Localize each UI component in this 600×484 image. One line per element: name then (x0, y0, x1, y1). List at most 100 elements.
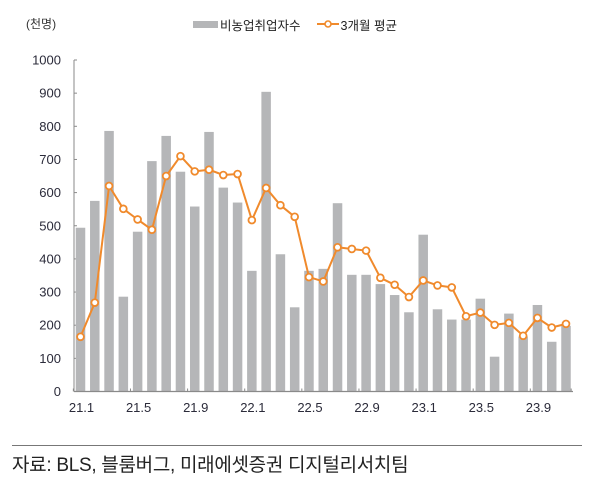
bar (118, 296, 129, 392)
bar (218, 187, 229, 392)
x-tick-label: 23.9 (526, 400, 551, 415)
line-marker (376, 273, 385, 283)
y-tick-label: 1000 (32, 53, 61, 68)
y-tick-label: 900 (39, 86, 61, 101)
line-marker (533, 313, 542, 323)
line-marker (290, 212, 299, 222)
line-marker (476, 308, 485, 317)
line-marker (504, 318, 514, 328)
bar (275, 254, 286, 392)
y-tick-label: 400 (39, 251, 61, 266)
line-marker (218, 170, 228, 180)
line-marker (161, 171, 171, 181)
bar (447, 319, 457, 392)
bar (461, 319, 471, 392)
bar (418, 234, 428, 392)
x-tick-label: 22.9 (354, 400, 379, 415)
line-marker (561, 319, 571, 329)
legend-bar-label: 비농업취업자수 (220, 18, 301, 33)
bar (318, 268, 328, 392)
x-tick-label: 22.1 (240, 400, 265, 415)
x-tick-label: 21.1 (69, 400, 94, 415)
bar (389, 295, 400, 392)
bar (232, 202, 243, 392)
footer-divider (12, 445, 582, 446)
bar (489, 356, 500, 392)
x-tick-label: 22.5 (297, 400, 322, 415)
line-marker (147, 225, 157, 235)
y-tick-label: 300 (39, 285, 61, 300)
bar (132, 231, 143, 392)
y-tick-label: 800 (39, 119, 61, 134)
line-marker (404, 292, 414, 302)
chart-legend: 비농업취업자수 3개월 평균 (193, 14, 413, 34)
y-tick-label: 600 (39, 185, 61, 200)
bar (532, 304, 543, 392)
source-note: 자료: BLS, 블룸버그, 미래에셋증권 디지털리서치팀 (12, 455, 409, 476)
line-marker (518, 331, 528, 341)
bar (204, 131, 214, 392)
line-marker (76, 332, 85, 342)
line-marker (190, 167, 200, 176)
y-tick-label: 0 (54, 384, 61, 399)
bar (75, 227, 86, 392)
line-marker (233, 169, 242, 179)
bar (161, 135, 171, 392)
line-marker (547, 323, 557, 332)
bar-swatch-icon (193, 20, 218, 28)
line-marker (490, 320, 499, 330)
line-marker (104, 181, 114, 191)
line-marker (90, 298, 100, 307)
line-marker (261, 183, 271, 193)
line-marker (433, 281, 442, 290)
line-marker (347, 244, 357, 254)
x-tick-label: 23.5 (469, 400, 494, 415)
bar (361, 274, 371, 392)
y-axis-unit-label: (천명) (26, 17, 57, 31)
bar (518, 336, 528, 392)
line-marker (461, 311, 471, 321)
bar (175, 171, 186, 392)
line-marker (333, 242, 342, 252)
y-tick-label: 700 (39, 152, 61, 167)
bar (432, 309, 443, 392)
bar (561, 325, 571, 392)
bar (404, 312, 414, 392)
line-marker (361, 246, 371, 255)
line-marker (304, 272, 314, 282)
bar (504, 313, 514, 392)
line-marker (119, 204, 128, 214)
bar (347, 274, 357, 392)
line-marker (276, 200, 285, 210)
bar (247, 270, 257, 392)
bar-line-chart: 0 100 200 300 400 500 600 700 800 900 1000 21.1 21.5… (32, 53, 573, 415)
line-marker (447, 283, 457, 292)
line-marker (176, 151, 185, 161)
y-tick-label: 500 (39, 218, 61, 233)
bar (189, 206, 200, 392)
x-tick-label: 21.5 (126, 400, 151, 415)
legend-item-line: 3개월 평균 (316, 15, 397, 34)
bar (546, 341, 557, 392)
line-marker (133, 215, 142, 224)
bar (475, 298, 486, 392)
line-marker-swatch-icon (316, 20, 339, 28)
line-marker (247, 215, 257, 225)
x-tick-label: 21.9 (183, 400, 208, 415)
legend-item-bar: 비농업취업자수 (193, 15, 301, 34)
bar (304, 270, 314, 392)
line-marker (418, 276, 428, 285)
bar (104, 130, 114, 392)
bar (261, 91, 271, 392)
x-tick-label: 23.1 (412, 400, 437, 415)
legend-line-label: 3개월 평균 (340, 18, 397, 33)
line-marker (390, 280, 399, 290)
line-marker (318, 277, 328, 286)
y-tick-label: 200 (39, 318, 61, 333)
bar (147, 161, 157, 392)
bar (375, 284, 386, 392)
y-tick-label: 100 (39, 351, 61, 366)
line-marker (204, 165, 214, 175)
bar (332, 203, 343, 392)
bar (289, 307, 300, 392)
